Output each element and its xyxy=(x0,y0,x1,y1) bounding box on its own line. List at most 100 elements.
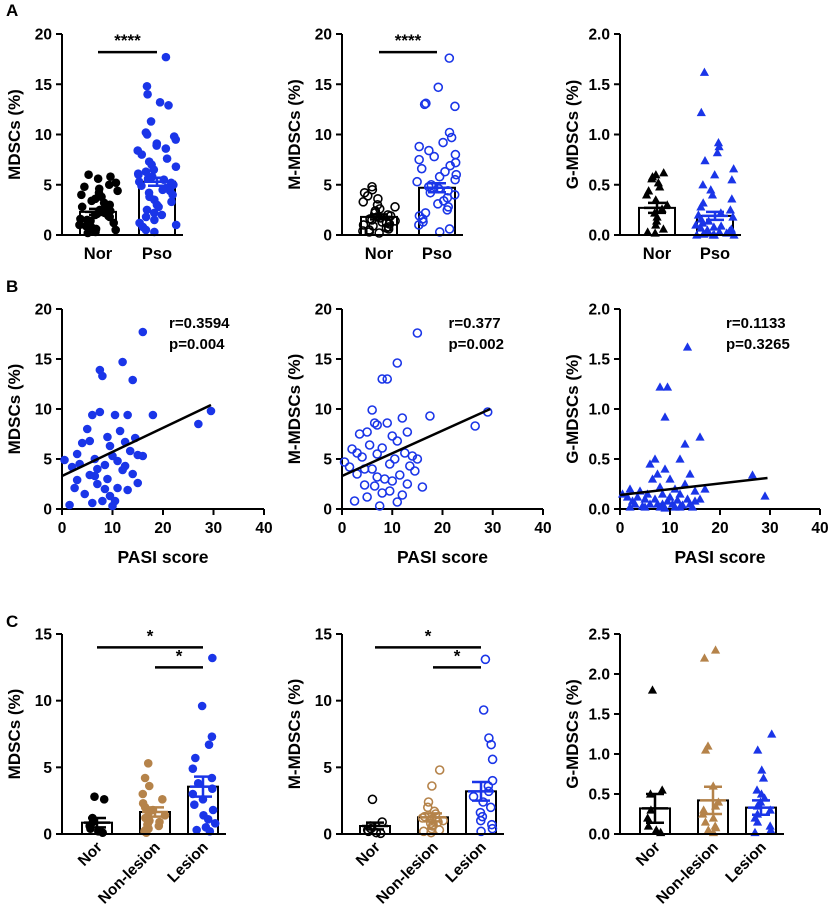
data-point xyxy=(475,815,486,826)
data-point xyxy=(115,426,125,436)
data-point xyxy=(716,221,726,230)
y-tick-label: 15 xyxy=(315,352,333,369)
data-point xyxy=(440,166,450,177)
significance-label: * xyxy=(454,646,461,665)
data-point xyxy=(188,764,198,773)
data-point xyxy=(712,147,722,157)
data-point xyxy=(700,156,710,165)
data-point xyxy=(651,220,661,229)
y-tick-label: 1.5 xyxy=(588,77,610,94)
x-tick-label: Pso xyxy=(700,245,730,263)
data-point xyxy=(643,227,653,236)
data-point xyxy=(123,485,132,495)
data-point xyxy=(423,797,434,807)
data-point xyxy=(397,490,408,500)
data-point xyxy=(397,413,408,423)
data-point xyxy=(662,200,672,209)
data-point xyxy=(171,162,181,171)
data-point xyxy=(65,500,74,510)
data-point xyxy=(680,439,690,448)
y-tick-label: 1.5 xyxy=(588,352,610,369)
data-point xyxy=(652,216,662,225)
y-tick-label: 0 xyxy=(323,827,332,844)
data-point xyxy=(658,224,669,233)
chart-b3: 0.0 0.5 1.0 1.5 2.0 G-MDSCs (%) 0 10 20 30 40 PASI … xyxy=(563,302,829,568)
data-point xyxy=(767,729,777,738)
data-point xyxy=(364,440,375,450)
significance-label: * xyxy=(147,626,154,645)
data-point xyxy=(657,489,668,498)
data-point xyxy=(630,499,640,508)
y-axis-label: M-MDSCs (%) xyxy=(285,679,304,790)
data-point xyxy=(429,151,439,162)
data-point xyxy=(86,824,95,833)
data-point xyxy=(373,194,383,204)
data-point xyxy=(142,130,152,139)
data-point xyxy=(414,141,425,152)
data-point xyxy=(128,469,137,479)
data-point xyxy=(106,172,115,182)
x-tick-label: Lesion xyxy=(442,839,489,886)
x-tick-label: Non-lesion xyxy=(653,839,722,908)
data-point xyxy=(125,446,135,456)
data-point xyxy=(110,410,120,420)
data-point xyxy=(645,499,655,508)
data-point xyxy=(708,813,718,822)
data-point xyxy=(93,174,103,184)
x-tick-label: 0 xyxy=(338,520,347,537)
data-point xyxy=(698,180,708,189)
chart-b2: 0 5 10 15 20 M-MDSCs (%) 0 10 20 30 40 PASI score r=… xyxy=(285,302,552,568)
data-point xyxy=(451,169,462,180)
data-point xyxy=(99,795,109,804)
x-tick-label: 10 xyxy=(104,520,121,537)
data-point xyxy=(486,739,496,750)
data-point xyxy=(358,197,369,207)
data-point xyxy=(647,174,657,183)
data-point xyxy=(138,451,148,461)
data-point xyxy=(699,653,710,662)
significance-label: **** xyxy=(395,31,422,50)
data-point xyxy=(685,469,695,478)
data-point xyxy=(412,328,423,338)
data-point xyxy=(382,374,393,384)
data-point xyxy=(349,496,360,506)
data-point xyxy=(171,220,181,230)
data-point xyxy=(450,101,460,112)
data-point xyxy=(487,775,498,786)
y-tick-label: 10 xyxy=(315,402,332,419)
data-point xyxy=(470,421,480,431)
y-tick-label: 1.5 xyxy=(588,707,610,724)
data-point xyxy=(149,208,159,218)
data-point xyxy=(152,141,161,150)
y-axis-label: G-MDSCs (%) xyxy=(563,354,582,464)
data-point xyxy=(424,145,434,156)
data-point xyxy=(98,371,107,381)
data-point xyxy=(647,474,658,483)
data-point xyxy=(118,357,127,367)
data-point xyxy=(146,117,156,126)
y-axis-label: G-MDSCs (%) xyxy=(563,679,582,789)
correlation-r: r=0.1133 xyxy=(726,315,786,332)
x-tick-label: 40 xyxy=(811,520,828,537)
data-point xyxy=(641,190,652,199)
y-tick-label: 20 xyxy=(35,27,52,44)
x-axis-label: PASI score xyxy=(674,547,765,567)
x-tick-label: Nor xyxy=(633,839,664,870)
x-tick-label: Nor xyxy=(353,839,384,870)
data-point xyxy=(640,502,650,511)
y-tick-label: 0 xyxy=(43,827,52,844)
y-tick-label: 0 xyxy=(323,228,332,245)
data-point xyxy=(665,492,675,501)
data-point xyxy=(659,168,669,177)
data-point xyxy=(714,227,725,236)
data-point xyxy=(696,202,706,211)
significance-label: * xyxy=(425,626,432,645)
data-point xyxy=(110,496,120,506)
data-point xyxy=(367,405,377,415)
y-tick-label: 0 xyxy=(323,502,332,519)
data-point xyxy=(362,427,372,437)
data-point xyxy=(691,220,701,229)
x-tick-label: 10 xyxy=(661,520,678,537)
data-point xyxy=(82,424,92,434)
data-point xyxy=(207,773,217,783)
